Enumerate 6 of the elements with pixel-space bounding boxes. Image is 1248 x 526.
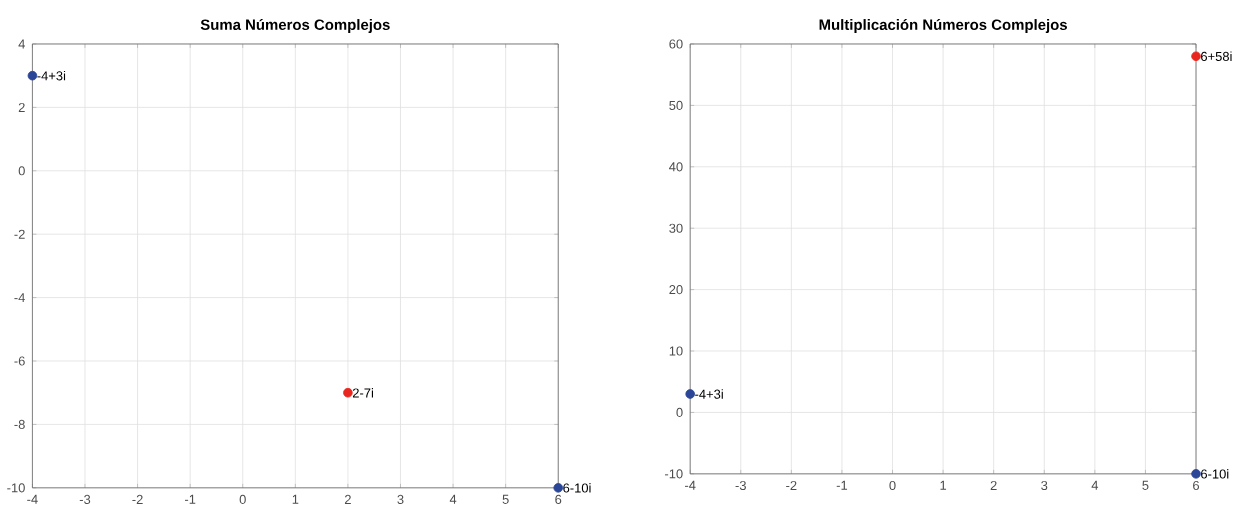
point (685, 389, 695, 399)
point (343, 388, 353, 398)
point (27, 71, 38, 81)
point (1191, 51, 1201, 62)
point (553, 483, 564, 493)
point (1191, 469, 1201, 479)
